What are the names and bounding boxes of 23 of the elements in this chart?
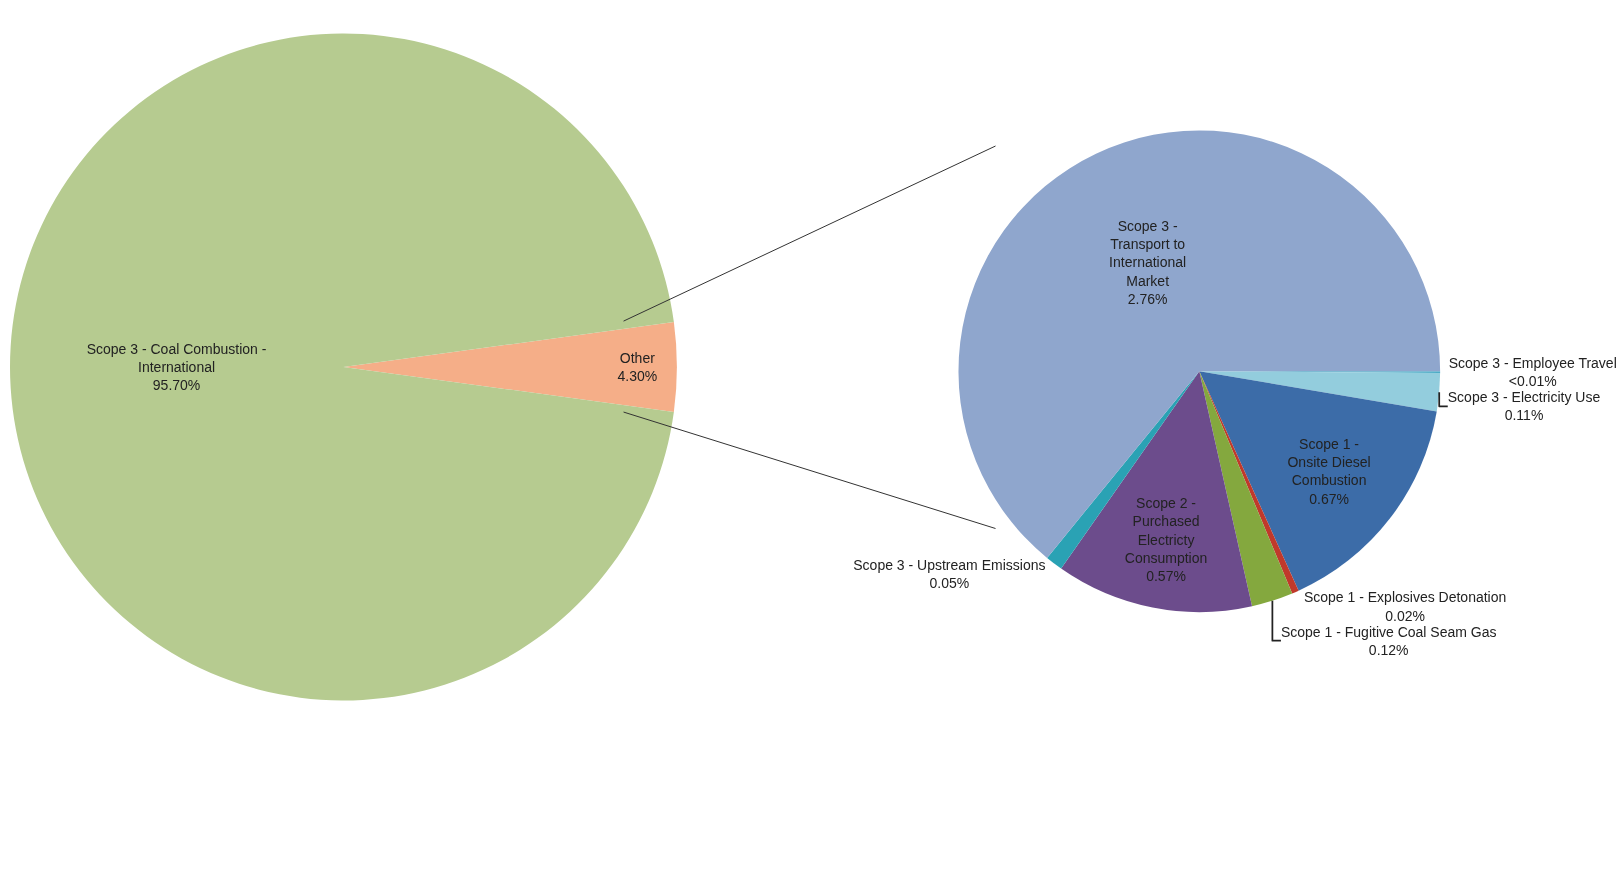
data-label: 0.05% [929, 575, 970, 592]
data-label: 95.70% [152, 377, 201, 394]
slice-label: Scope 1 - Explosives Detonation [1303, 589, 1507, 606]
data-label: 0.57% [1146, 567, 1186, 584]
slice-label: Scope 3 - Coal Combustion - International [86, 340, 267, 375]
data-label: 4.30% [617, 368, 658, 385]
slice-label: Other [619, 349, 656, 366]
pie-slice [10, 33, 674, 701]
slice-label: Scope 3 - Transport to International Market [1109, 218, 1187, 289]
pie-slice [1061, 371, 1253, 613]
slice-label: Scope 1 - Onsite Diesel Combustion [1287, 436, 1371, 489]
data-label: 2.76% [1127, 290, 1168, 307]
slice-label: Scope 3 - Upstream Emissions [853, 557, 1046, 574]
pie-slice [1199, 371, 1441, 412]
data-label: 0.67% [1309, 490, 1349, 507]
slice-label: Scope 3 - Electricity Use [1447, 389, 1601, 406]
data-label: 0.12% [1368, 641, 1409, 658]
slice-label: Scope 2 - Purchased Electricty Consumption [1124, 495, 1208, 566]
slice-label: Scope 1 - Fugitive Coal Seam Gas [1280, 623, 1497, 640]
data-label: 0.11% [1504, 407, 1544, 424]
data-label: <0.01% [1508, 373, 1557, 390]
data-label: 0.02% [1385, 607, 1425, 624]
slice-label: Scope 3 - Employee Travel [1448, 355, 1617, 372]
